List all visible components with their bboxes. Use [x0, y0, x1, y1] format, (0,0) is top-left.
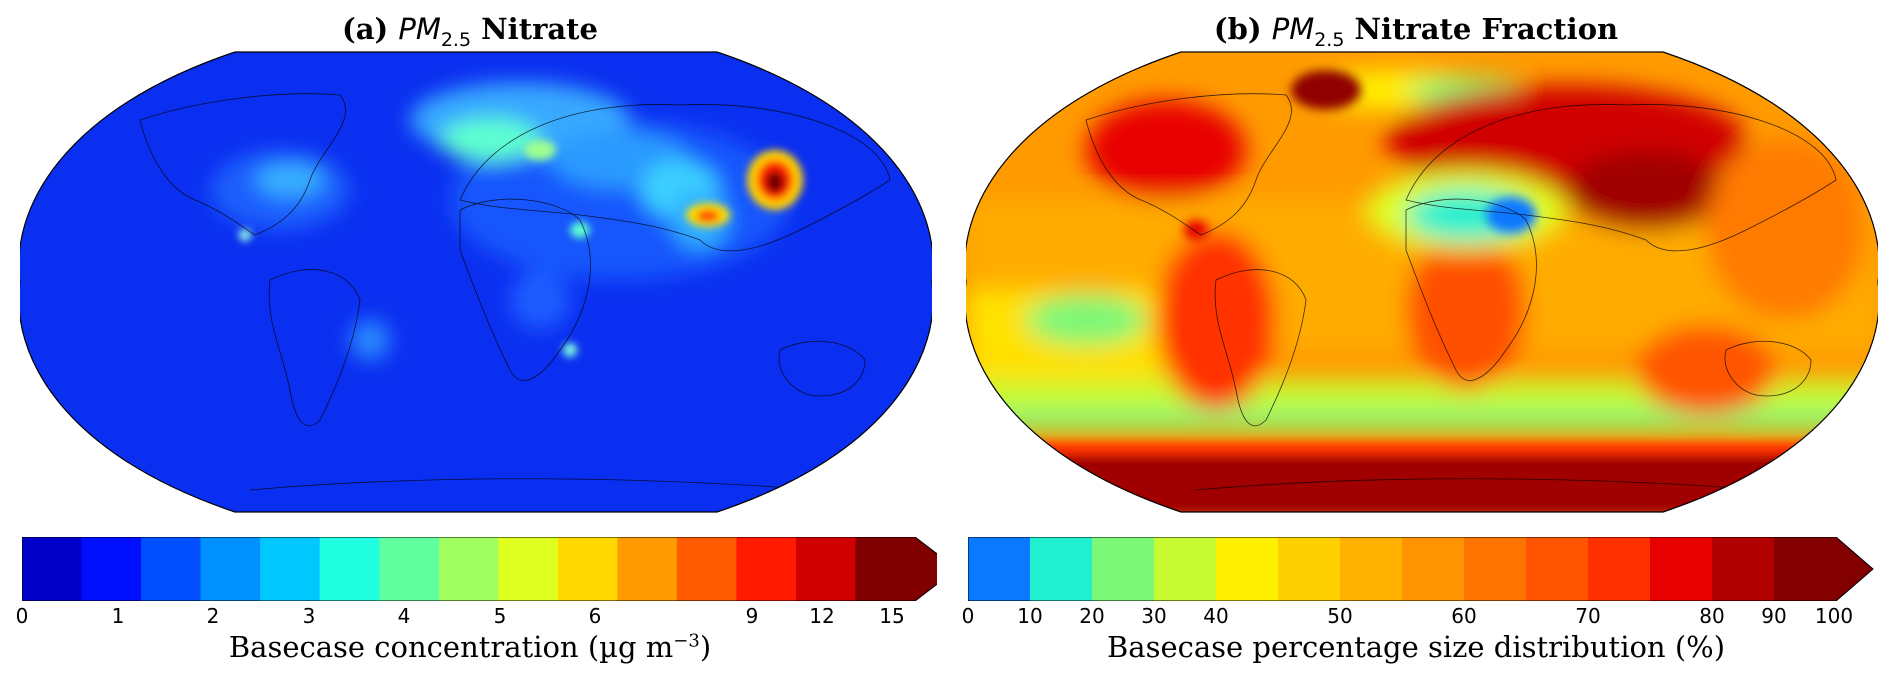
tick-label: 50 [1327, 604, 1353, 628]
tick-label: 4 [397, 604, 411, 628]
tick-label: 0 [961, 604, 975, 628]
colorbar-cell [438, 537, 499, 601]
coastlines [1085, 93, 1837, 491]
colorbar-cell [81, 537, 142, 601]
title-pm-text: PM [1271, 12, 1315, 46]
world-map-concentration [20, 51, 932, 513]
title-prefix: (a) [341, 12, 389, 46]
colorbar-cell [1216, 537, 1279, 601]
colorbar-cell [557, 537, 618, 601]
fraction-field [966, 70, 1878, 430]
colorbar-label-superscript: −3 [673, 630, 700, 652]
panel-nitrate-concentration: (a) PM2.5 Nitrate [0, 0, 940, 687]
coastlines [139, 93, 891, 491]
colorbar-extend-arrow [915, 537, 937, 601]
colorbar-frame [968, 537, 1874, 601]
map-outline [966, 51, 1878, 513]
colorbar-fraction [968, 537, 1874, 601]
tick-label: 1 [111, 604, 125, 628]
panel-nitrate-fraction: (b) PM2.5 Nitrate Fraction [946, 0, 1886, 687]
colorbar-label: Basecase percentage size distribution (%… [946, 630, 1886, 664]
colorbar-cell [22, 537, 83, 601]
colorbar-cell [141, 537, 202, 601]
title-pm-subscript: 2.5 [440, 28, 472, 51]
title-pm: PM2.5 [398, 12, 471, 51]
tick-label: 80 [1699, 604, 1725, 628]
colorbar-cell [319, 537, 380, 601]
colorbar-cell [676, 537, 737, 601]
colorbar-cell [1402, 537, 1465, 601]
tick-label: 20 [1079, 604, 1105, 628]
colorbar-frame [22, 537, 937, 601]
title-prefix: (b) [1213, 12, 1262, 46]
colorbar-cell [736, 537, 797, 601]
title-pm-subscript: 2.5 [1314, 28, 1345, 51]
map-outline [20, 51, 932, 513]
colorbar-cell [795, 537, 857, 601]
panel-title: (a) PM2.5 Nitrate [0, 12, 940, 51]
world-map-fraction [966, 51, 1878, 513]
colorbar-label-end: ) [699, 630, 712, 664]
colorbar-cell [200, 537, 261, 601]
colorbar-cell [1464, 537, 1527, 601]
colorbar-cell [1650, 537, 1713, 601]
tick-label: 60 [1451, 604, 1477, 628]
tick-label: 40 [1203, 604, 1229, 628]
panel-title: (b) PM2.5 Nitrate Fraction [946, 12, 1886, 51]
tick-label: 90 [1761, 604, 1787, 628]
tick-label: 5 [493, 604, 507, 628]
tick-label: 10 [1017, 604, 1043, 628]
colorbar-label-text: Basecase percentage size distribution (%… [1106, 630, 1726, 664]
colorbar-cell [855, 537, 916, 601]
colorbar-cell [1340, 537, 1403, 601]
colorbar-cell [1774, 537, 1837, 601]
colorbar-cell [1154, 537, 1217, 601]
colorbar-cell [498, 537, 559, 601]
title-pm-text: PM [398, 12, 441, 46]
colorbar-tick-labels: 0 10 20 30 40 50 60 70 80 90 100 [962, 604, 1888, 630]
colorbar-cell [1526, 537, 1589, 601]
colorbar-cell [968, 537, 1031, 601]
colorbar-tick-labels: 0 1 2 3 4 5 6 9 12 15 [16, 604, 942, 630]
tick-label: 3 [302, 604, 316, 628]
colorbar-cell [1588, 537, 1651, 601]
colorbar-label: Basecase concentration (µg m−3) [0, 630, 940, 664]
title-suffix: Nitrate [481, 12, 599, 46]
tick-label: 100 [1814, 604, 1854, 628]
colorbar-extend-arrow [1836, 537, 1873, 601]
tick-label: 12 [809, 604, 835, 628]
colorbar-cell [1278, 537, 1341, 601]
colorbar-cell [1712, 537, 1775, 601]
tick-label: 2 [206, 604, 220, 628]
colorbar-cell [260, 537, 321, 601]
concentration-field [210, 82, 790, 360]
concentration-hotspots [239, 140, 803, 357]
colorbar-cell [1092, 537, 1155, 601]
colorbar-cell [1030, 537, 1093, 601]
colorbar-cell [617, 537, 678, 601]
tick-label: 30 [1141, 604, 1167, 628]
title-pm: PM2.5 [1271, 12, 1345, 51]
tick-label: 15 [879, 604, 905, 628]
title-suffix: Nitrate Fraction [1354, 12, 1619, 46]
colorbar-cell [379, 537, 440, 601]
colorbar-concentration [22, 537, 937, 601]
colorbar-cells [968, 537, 1873, 601]
tick-label: 0 [15, 604, 29, 628]
tick-label: 6 [588, 604, 602, 628]
colorbar-label-text: Basecase concentration (µg m [228, 630, 674, 664]
tick-label: 70 [1575, 604, 1601, 628]
tick-label: 9 [745, 604, 759, 628]
colorbar-cells [22, 537, 937, 601]
